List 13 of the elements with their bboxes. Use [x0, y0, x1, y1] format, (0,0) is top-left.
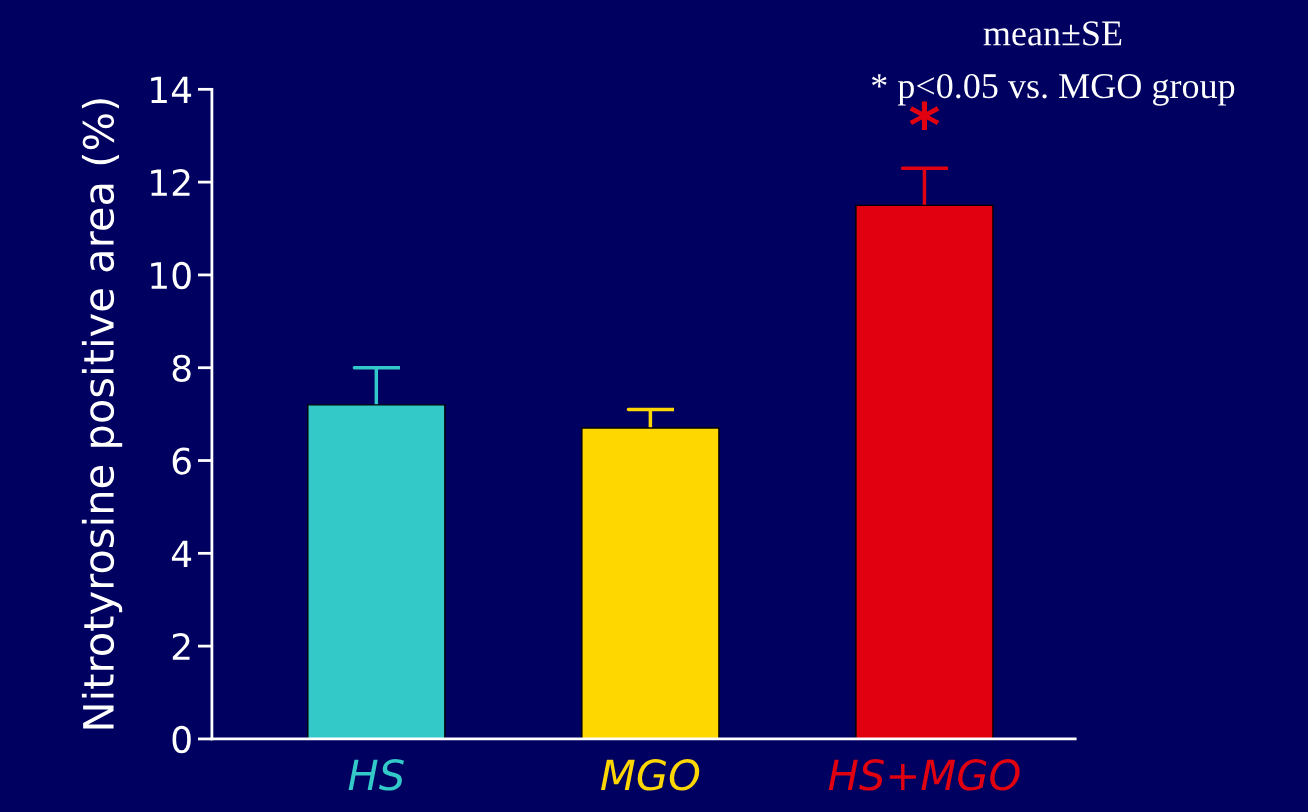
- y-tick-label: 6: [172, 447, 191, 475]
- x-tick-label: MGO: [600, 759, 700, 791]
- y-axis-title: Nitrotyrosine positive area (%): [81, 99, 123, 729]
- y-tick-label: 14: [151, 76, 192, 104]
- y-tick-label: 4: [171, 540, 192, 568]
- y-tick-label: 2: [172, 633, 190, 660]
- y-tick-label: 8: [172, 354, 191, 382]
- y-tick-label: 0: [172, 725, 191, 754]
- y-tick-label: 12: [151, 169, 190, 196]
- x-tick-label: HS: [348, 759, 404, 791]
- text: mean±SE: [983, 21, 1122, 46]
- y-tick-label: 10: [151, 261, 191, 290]
- x-tick-label: HS+MGO: [828, 759, 1020, 791]
